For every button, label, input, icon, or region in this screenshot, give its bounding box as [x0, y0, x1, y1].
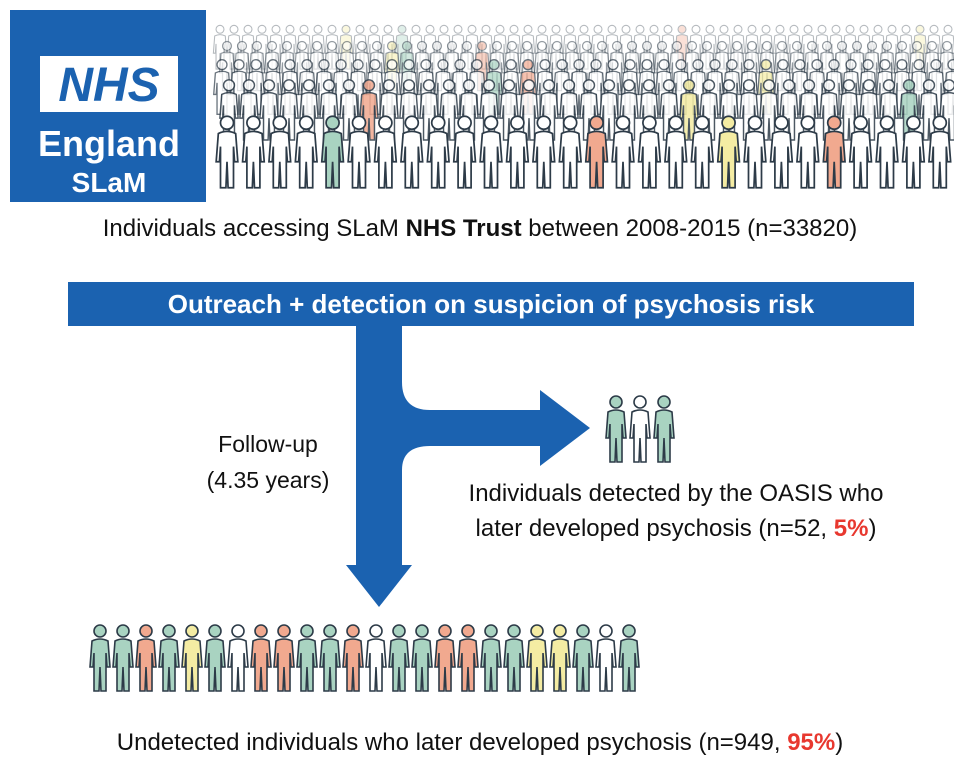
person-icon — [605, 395, 627, 463]
flow-arrow — [346, 326, 590, 607]
person-icon — [181, 624, 203, 692]
logo-badge — [40, 56, 178, 112]
follow-up: Follow-up — [218, 431, 318, 457]
banner — [68, 282, 914, 326]
undetected-text: Undetected individuals who later develop… — [117, 729, 787, 756]
detected-percent: 5% — [834, 515, 869, 542]
person-icon — [365, 624, 387, 692]
person-icon — [526, 624, 548, 692]
person-icon — [342, 624, 364, 692]
banner-text: Outreach + detection on suspicion of psy… — [168, 289, 815, 319]
person-icon — [572, 624, 594, 692]
person-icon — [629, 395, 651, 463]
person-icon — [112, 624, 134, 692]
detected-people — [605, 395, 675, 463]
person-icon — [618, 624, 640, 692]
undetected-text: ) — [835, 729, 843, 756]
person-icon — [549, 624, 571, 692]
person-icon — [273, 624, 295, 692]
person-icon — [457, 624, 479, 692]
caption-text: between 2008-2015 (n=33820) — [522, 215, 858, 242]
person-icon — [296, 624, 318, 692]
crowd — [212, 24, 954, 189]
person-icon — [653, 395, 675, 463]
person-icon — [135, 624, 157, 692]
detected-text: later developed psychosis (n=52, — [476, 515, 834, 542]
person-icon — [595, 624, 617, 692]
undetected-text: Undetected individuals who later develop… — [117, 729, 843, 756]
person-icon — [637, 115, 662, 189]
person-icon — [434, 624, 456, 692]
person-icon — [388, 624, 410, 692]
person-icon — [480, 624, 502, 692]
person-icon — [250, 624, 272, 692]
person-icon — [411, 624, 433, 692]
person-icon — [89, 624, 111, 692]
person-icon — [227, 624, 249, 692]
person-icon — [558, 115, 583, 189]
detected-text: ) — [868, 515, 876, 542]
undetected-percent: 95% — [787, 729, 835, 756]
person-icon — [204, 624, 226, 692]
caption-bold: NHS Trust — [406, 215, 522, 242]
population-caption: Individuals accessing SLaM NHS Trust bet… — [103, 215, 857, 242]
person-icon — [795, 115, 820, 189]
undetected-people — [89, 624, 640, 692]
logo-region: England — [38, 123, 180, 164]
caption-text: Individuals accessing SLaM — [103, 215, 406, 242]
detected-text: Individuals detected by the OASIS who — [469, 480, 884, 507]
person-icon — [716, 115, 741, 189]
person-icon — [503, 624, 525, 692]
person-icon — [158, 624, 180, 692]
follow-up: (4.35 years) — [207, 467, 330, 493]
logo-trust: SLaM — [72, 167, 147, 198]
person-icon — [319, 624, 341, 692]
logo-mark: NHS — [58, 59, 159, 112]
detected-text: later developed psychosis (n=52, 5%) — [476, 515, 877, 542]
